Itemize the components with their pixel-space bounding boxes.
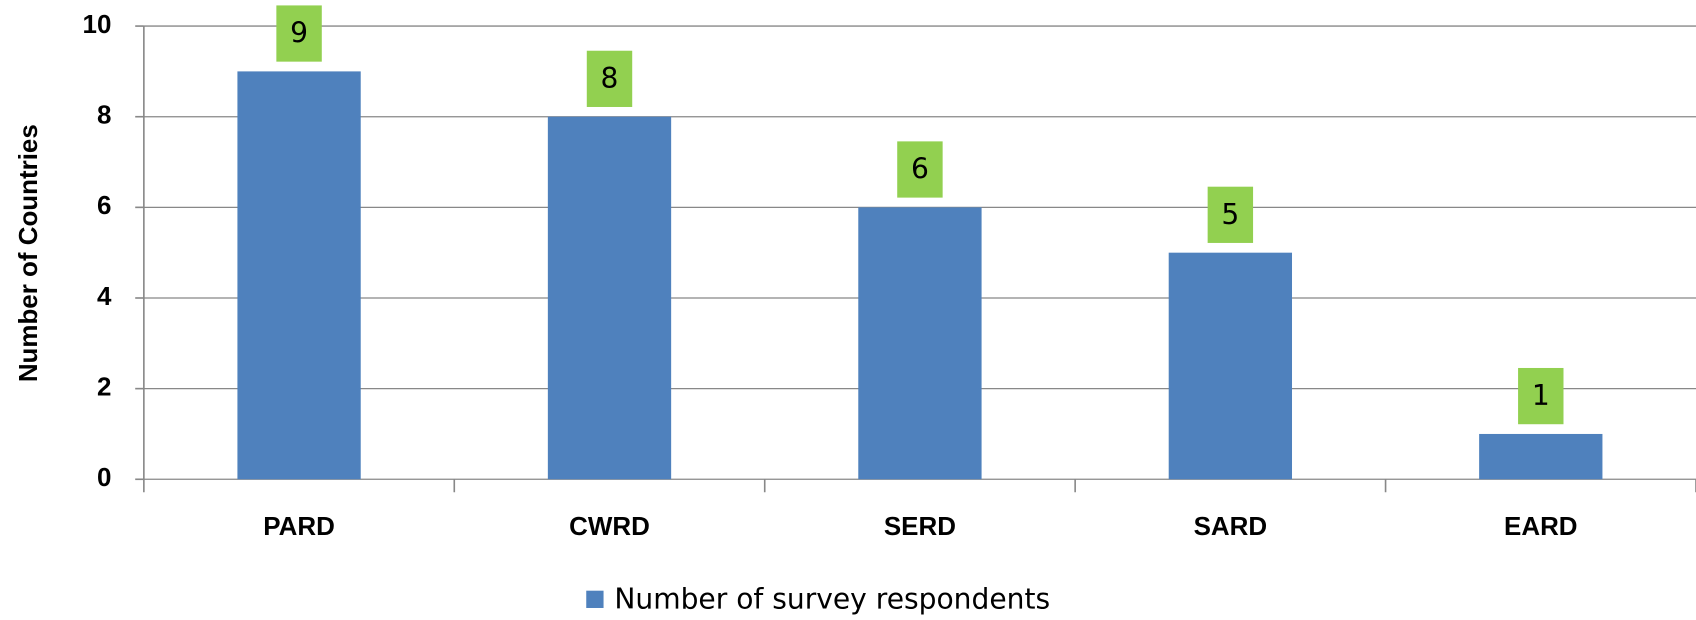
data-label: 9 bbox=[290, 17, 308, 50]
data-label: 6 bbox=[911, 153, 929, 186]
data-label-box bbox=[1518, 367, 1564, 425]
y-tick-label: 8 bbox=[97, 102, 111, 130]
data-label: 8 bbox=[601, 62, 619, 95]
data-label-box bbox=[897, 141, 943, 198]
bar bbox=[547, 116, 672, 480]
data-label: 5 bbox=[1221, 198, 1239, 231]
x-tick-label: PARD bbox=[263, 513, 335, 541]
x-tick-label: EARD bbox=[1504, 513, 1578, 541]
x-tick-label: CWRD bbox=[569, 513, 650, 541]
data-label: 1 bbox=[1532, 379, 1550, 412]
x-tick-label: SARD bbox=[1194, 513, 1268, 541]
bar bbox=[1479, 433, 1603, 480]
y-tick-label: 4 bbox=[97, 283, 112, 311]
bar bbox=[1168, 252, 1293, 480]
legend-label: Number of survey respondents bbox=[614, 582, 1050, 615]
y-tick-label: 10 bbox=[83, 11, 112, 39]
y-tick-label: 6 bbox=[97, 192, 111, 220]
legend-swatch bbox=[586, 590, 604, 608]
y-tick-label: 0 bbox=[97, 464, 111, 492]
x-tick-label: SERD bbox=[884, 513, 956, 541]
data-label-box bbox=[1207, 186, 1254, 243]
bar bbox=[237, 71, 361, 480]
y-tick-label: 2 bbox=[97, 373, 111, 401]
data-label-box bbox=[276, 5, 322, 62]
y-axis-title: Number of Countries bbox=[15, 124, 43, 382]
bar bbox=[858, 207, 982, 480]
data-label-box bbox=[586, 50, 633, 107]
